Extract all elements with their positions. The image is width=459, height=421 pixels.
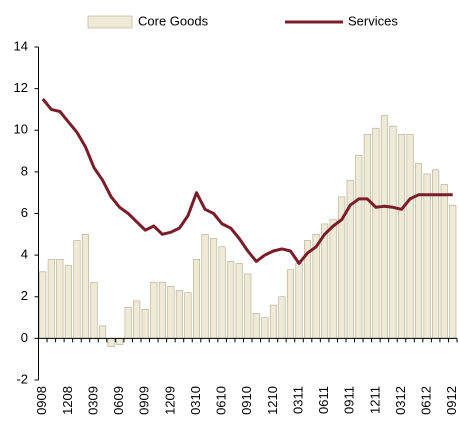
bar <box>124 306 132 339</box>
bar <box>449 204 457 339</box>
x-tick-label: 1211 <box>367 386 382 414</box>
x-tick-label: 0912 <box>444 386 459 415</box>
bar <box>227 261 235 339</box>
bar <box>415 163 423 339</box>
bar <box>73 240 81 339</box>
x-tick-label: 0609 <box>111 386 126 415</box>
bar <box>261 317 269 339</box>
x-tick-label: 0610 <box>214 386 229 415</box>
bar <box>141 308 149 339</box>
bar <box>167 286 175 339</box>
bar <box>81 234 90 339</box>
y-tick-label: 12 <box>14 80 28 95</box>
y-tick-label: 8 <box>21 163 28 178</box>
x-tick-label: 0909 <box>137 386 152 415</box>
bar <box>107 338 115 347</box>
bar <box>389 125 397 339</box>
bar <box>269 304 277 339</box>
y-tick-label: 14 <box>14 38 28 53</box>
bar <box>210 238 218 339</box>
y-tick-label: 10 <box>14 122 28 137</box>
line <box>41 98 453 265</box>
x-tick-label: 0911 <box>342 386 357 414</box>
bar <box>184 292 192 339</box>
bar <box>64 265 72 339</box>
x-tick-label: 0312 <box>393 386 408 415</box>
x-tick-label: 0611 <box>316 386 331 414</box>
bar <box>47 258 55 339</box>
y-tick-label: 2 <box>21 288 28 303</box>
bar <box>175 290 183 339</box>
bar <box>150 281 158 339</box>
x-tick-label: 0908 <box>34 386 49 415</box>
bar <box>158 281 166 339</box>
legend-label: Services <box>348 13 398 28</box>
bar <box>90 281 98 339</box>
bar <box>244 273 252 339</box>
x-tick-label: 0309 <box>85 386 100 415</box>
bar <box>278 296 286 339</box>
bar <box>372 127 380 339</box>
bar <box>235 263 243 339</box>
bar <box>406 134 414 339</box>
bar <box>423 173 431 339</box>
bar <box>56 258 64 339</box>
legend-swatch <box>87 15 133 29</box>
bar <box>99 325 107 339</box>
y-tick-label: -2 <box>16 371 28 386</box>
bar <box>397 134 406 339</box>
bar <box>329 219 337 339</box>
bar <box>218 246 226 339</box>
x-tick-label: 0311 <box>290 386 305 414</box>
bar <box>39 271 47 339</box>
bar <box>252 313 260 339</box>
y-tick-label: 6 <box>21 205 28 220</box>
y-tick-label: 4 <box>21 247 28 262</box>
bar <box>355 154 363 339</box>
bar <box>321 223 329 339</box>
bar <box>133 300 141 339</box>
bar <box>116 338 124 345</box>
legend-label: Core Goods <box>138 13 209 28</box>
x-tick-label: 1208 <box>60 386 75 415</box>
bar <box>380 115 388 339</box>
x-tick-label: 0612 <box>419 386 434 415</box>
x-tick-label: 1210 <box>265 386 280 415</box>
bar <box>192 258 201 339</box>
y-tick-label: 0 <box>21 330 28 345</box>
x-tick-label: 0910 <box>239 386 254 415</box>
x-tick-label: 1209 <box>162 386 177 415</box>
bar <box>286 269 294 339</box>
bar <box>201 234 209 339</box>
bar <box>363 134 371 339</box>
bar <box>295 263 303 339</box>
bar <box>440 184 448 339</box>
x-tick-label: 0310 <box>188 386 203 415</box>
